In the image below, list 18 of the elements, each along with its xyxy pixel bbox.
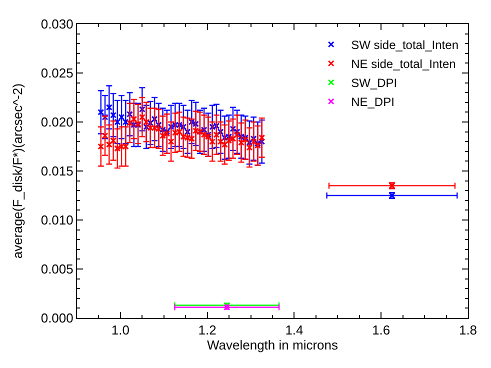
y-tick-label: 0.015 bbox=[40, 164, 74, 179]
legend-label: SW side_total_Inten bbox=[351, 38, 458, 52]
y-tick-label: 0.020 bbox=[40, 114, 74, 130]
legend-label: NE_DPI bbox=[351, 95, 394, 110]
legend-label: NE side_total_Inten bbox=[351, 57, 456, 72]
y-tick-label: 0.030 bbox=[40, 16, 74, 32]
y-tick-label: 0.005 bbox=[40, 262, 74, 277]
x-axis-title: Wavelength in microns bbox=[206, 338, 339, 353]
y-axis-title: average(F_disk/F*)(arcsec^-2) bbox=[10, 83, 25, 259]
y-tick-label: 0.010 bbox=[40, 212, 74, 228]
x-tick-label: 1.2 bbox=[198, 322, 216, 338]
y-tick-label: 0.025 bbox=[40, 66, 74, 81]
x-tick-label: 1.8 bbox=[458, 322, 478, 338]
x-tick-label: 1.0 bbox=[111, 322, 130, 338]
y-tick-label: 0.000 bbox=[40, 310, 74, 326]
x-tick-label: 1.4 bbox=[285, 322, 304, 338]
legend-label: SW_DPI bbox=[351, 76, 398, 90]
x-tick-label: 1.6 bbox=[372, 322, 390, 338]
